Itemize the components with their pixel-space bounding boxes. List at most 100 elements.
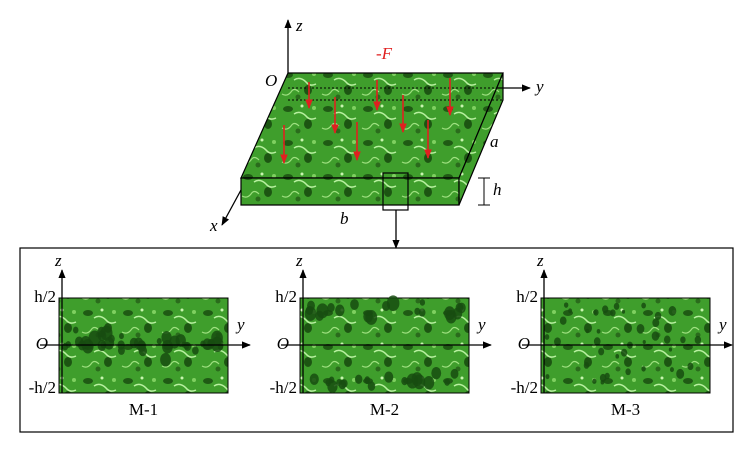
- force-label: -F: [376, 44, 393, 63]
- force-arrows: [280, 78, 454, 164]
- panels: z y Oh/2 -h/2 M-1 z y Oh/2 -h/2 M-2 z y Oh/2 -h/2 M-3: [29, 251, 733, 419]
- inclusion: [414, 307, 421, 316]
- inclusion: [602, 305, 609, 314]
- inclusion: [694, 335, 702, 344]
- inclusion: [445, 309, 457, 324]
- inclusion: [592, 378, 597, 384]
- inclusion: [680, 336, 686, 344]
- tick-bottom: -h/2: [29, 378, 56, 397]
- inclusion: [192, 346, 199, 355]
- inclusion: [62, 342, 69, 351]
- inclusion: [625, 368, 631, 376]
- inclusion: [304, 306, 317, 321]
- plate: [240, 72, 504, 206]
- inclusion: [669, 367, 674, 373]
- inclusion: [593, 337, 601, 346]
- inclusion: [364, 376, 371, 384]
- inclusion: [593, 309, 599, 316]
- inclusion: [340, 379, 348, 388]
- inclusion: [585, 328, 590, 334]
- dim-a: a: [490, 132, 499, 151]
- inclusion: [654, 311, 662, 320]
- dim-b: b: [340, 209, 349, 228]
- inclusion: [641, 366, 646, 372]
- inclusion: [598, 347, 605, 356]
- y-label: y: [534, 77, 544, 96]
- inclusion: [161, 331, 172, 344]
- dim-h: h: [493, 180, 502, 199]
- inclusion: [604, 372, 610, 380]
- inclusion: [559, 316, 567, 325]
- z-label: z: [536, 251, 544, 270]
- inclusion: [401, 376, 408, 386]
- inclusion: [169, 335, 180, 349]
- inclusion: [384, 371, 394, 383]
- inclusion: [651, 331, 660, 341]
- inclusion: [202, 338, 212, 350]
- panel-label: M-2: [370, 400, 399, 419]
- axes: [221, 19, 531, 226]
- x-label: x: [209, 216, 218, 235]
- tick-bottom: -h/2: [511, 378, 538, 397]
- inclusion: [636, 323, 645, 334]
- origin-label: O: [265, 71, 277, 90]
- inclusion: [545, 374, 550, 380]
- origin-label: O: [518, 334, 530, 353]
- inclusion: [687, 362, 694, 371]
- y-label: y: [476, 315, 486, 334]
- tick-top: h/2: [34, 287, 56, 306]
- tick-bottom: -h/2: [270, 378, 297, 397]
- inclusion: [668, 306, 677, 316]
- inclusion: [117, 346, 125, 355]
- inclusion: [119, 333, 124, 340]
- inclusion: [615, 354, 620, 359]
- inclusion: [568, 308, 573, 314]
- panel-label: M-3: [611, 400, 640, 419]
- y-label: y: [717, 315, 727, 334]
- tick-top: h/2: [516, 287, 538, 306]
- inclusion: [613, 302, 620, 310]
- inclusion: [423, 375, 435, 390]
- inclusion: [621, 309, 626, 314]
- inclusion: [325, 379, 331, 387]
- inclusion: [363, 310, 373, 323]
- inclusion: [411, 372, 423, 387]
- inclusion: [335, 304, 345, 317]
- inclusion: [327, 303, 335, 313]
- inclusion: [354, 374, 363, 384]
- inclusion: [583, 362, 590, 369]
- origin-label: O: [36, 334, 48, 353]
- inclusion: [350, 299, 359, 310]
- inclusion: [610, 309, 616, 317]
- inclusion: [663, 335, 671, 344]
- inclusion: [455, 302, 464, 313]
- inclusion: [596, 328, 601, 334]
- inclusion: [450, 368, 459, 379]
- y-label: y: [235, 315, 245, 334]
- inclusion: [642, 340, 646, 345]
- inclusion: [418, 308, 426, 317]
- inclusion: [108, 334, 115, 343]
- inclusion: [652, 318, 660, 328]
- panel-label: M-1: [129, 400, 158, 419]
- inclusion: [73, 326, 79, 334]
- inclusion: [668, 347, 673, 352]
- inclusion: [554, 337, 561, 346]
- z-label: z: [54, 251, 62, 270]
- inclusion: [336, 378, 342, 386]
- inclusion: [217, 343, 224, 350]
- z-label: z: [295, 251, 303, 270]
- inclusion: [431, 366, 442, 380]
- inclusion: [156, 338, 162, 345]
- inclusion: [620, 348, 628, 357]
- inclusion: [386, 295, 400, 312]
- inclusion: [382, 301, 391, 312]
- inclusion: [563, 302, 569, 308]
- panel-frame: [19, 247, 734, 433]
- inclusion: [544, 334, 550, 340]
- tick-top: h/2: [275, 287, 297, 306]
- inclusion: [309, 373, 319, 385]
- inclusion: [315, 310, 324, 322]
- h-marker: [478, 177, 490, 206]
